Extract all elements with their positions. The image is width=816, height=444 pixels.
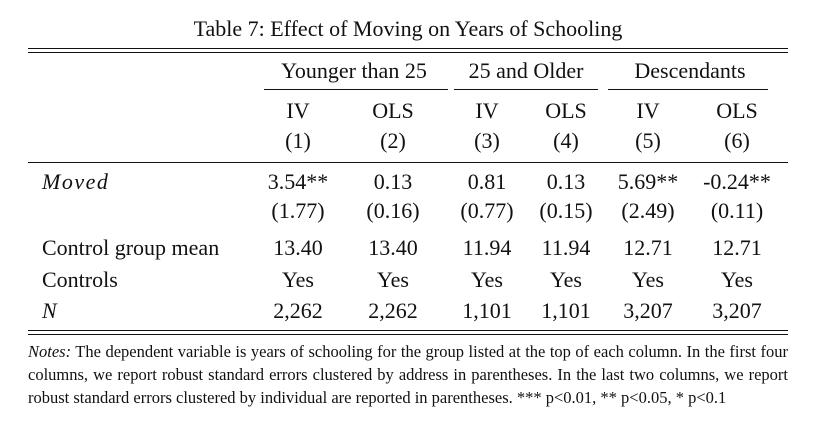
- method-col-2: OLS: [372, 98, 414, 123]
- row-label-controls: Controls: [42, 267, 118, 292]
- n-6: 3,207: [712, 298, 762, 323]
- control-mean-3: 11.94: [462, 235, 512, 260]
- method-col-3: IV: [475, 98, 499, 123]
- notes-lead: Notes:: [28, 342, 72, 361]
- row-label-n: N: [42, 298, 57, 323]
- controls-3: Yes: [470, 267, 503, 292]
- top-rule-2: [28, 52, 788, 53]
- table-caption: Table 7: Effect of Moving on Years of Sc…: [193, 16, 623, 41]
- group-underline-descendants: [608, 89, 768, 90]
- bottom-rule-1: [28, 330, 788, 331]
- col-number-5: (5): [635, 128, 661, 153]
- col-number-6: (6): [724, 128, 750, 153]
- moved-se-5: (2.49): [621, 198, 675, 223]
- method-col-6: OLS: [716, 98, 758, 123]
- control-mean-1: 13.40: [273, 235, 323, 260]
- control-mean-6: 12.71: [712, 235, 762, 260]
- controls-2: Yes: [376, 267, 409, 292]
- control-mean-5: 12.71: [623, 235, 673, 260]
- moved-coef-5: 5.69**: [617, 169, 679, 194]
- moved-coef-1: 3.54**: [267, 169, 329, 194]
- n-3: 1,101: [462, 298, 512, 323]
- moved-coef-4: 0.13: [546, 169, 586, 194]
- header-rule: [28, 162, 788, 163]
- moved-se-1: (1.77): [271, 198, 325, 223]
- moved-coef-6: -0.24**: [703, 169, 771, 194]
- moved-se-6: (0.11): [710, 198, 764, 223]
- col-number-4: (4): [553, 128, 579, 153]
- moved-coef-3: 0.81: [467, 169, 507, 194]
- row-label-moved: Moved: [42, 169, 110, 194]
- controls-4: Yes: [549, 267, 582, 292]
- n-2: 2,262: [368, 298, 418, 323]
- notes-text: The dependent variable is years of schoo…: [28, 342, 788, 407]
- group-underline-younger: [264, 89, 448, 90]
- col-number-1: (1): [285, 128, 311, 153]
- group-underline-older: [454, 89, 598, 90]
- method-col-5: IV: [636, 98, 660, 123]
- group-header-descendants: Descendants: [634, 58, 746, 83]
- moved-coef-2: 0.13: [373, 169, 413, 194]
- controls-5: Yes: [631, 267, 664, 292]
- control-mean-2: 13.40: [368, 235, 418, 260]
- moved-se-4: (0.15): [539, 198, 593, 223]
- method-col-4: OLS: [545, 98, 587, 123]
- bottom-rule-2: [28, 334, 788, 335]
- n-5: 3,207: [623, 298, 673, 323]
- n-1: 2,262: [273, 298, 323, 323]
- top-rule-1: [28, 48, 788, 49]
- moved-se-2: (0.16): [366, 198, 420, 223]
- method-col-1: IV: [286, 98, 310, 123]
- col-number-3: (3): [474, 128, 500, 153]
- table-notes: Notes: The dependent variable is years o…: [28, 340, 788, 409]
- control-mean-4: 11.94: [541, 235, 591, 260]
- row-label-control-mean: Control group mean: [42, 235, 220, 260]
- group-header-older: 25 and Older: [468, 58, 584, 83]
- group-header-younger: Younger than 25: [281, 58, 427, 83]
- controls-6: Yes: [720, 267, 753, 292]
- controls-1: Yes: [281, 267, 314, 292]
- col-number-2: (2): [380, 128, 406, 153]
- n-4: 1,101: [541, 298, 591, 323]
- moved-se-3: (0.77): [460, 198, 514, 223]
